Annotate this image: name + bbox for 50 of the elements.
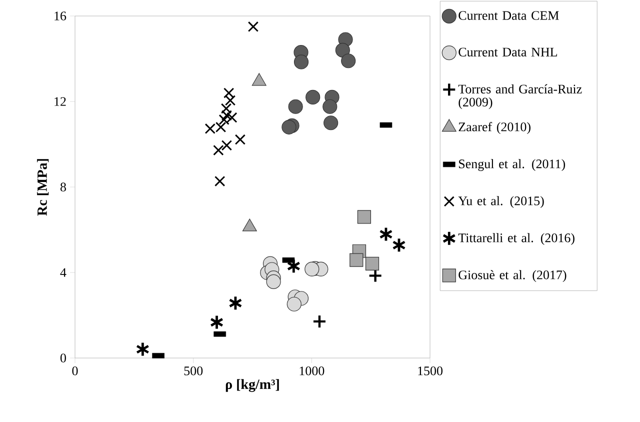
- y-axis-title: Rc [MPa]: [37, 159, 49, 216]
- y-tick-label: 0: [60, 354, 66, 362]
- x-tick-label: 0: [72, 366, 78, 376]
- point: [335, 42, 350, 58]
- legend-label: Zaaref (2010): [458, 122, 530, 134]
- point: [379, 226, 393, 242]
- x-tick-label: 1500: [418, 366, 442, 376]
- point: [286, 296, 302, 312]
- point: [266, 274, 281, 289]
- point: [136, 342, 150, 357]
- point: [341, 54, 356, 68]
- point: [392, 237, 406, 253]
- point: [214, 176, 226, 187]
- legend-label: Sengul et al. (2011): [459, 159, 566, 171]
- point: [221, 140, 232, 151]
- point: [248, 21, 259, 32]
- y-tick-label: 8: [60, 182, 66, 192]
- point: [228, 295, 242, 311]
- point: [234, 134, 246, 145]
- legend-label: Giosuè et al. (2017): [458, 270, 566, 282]
- point: [306, 90, 320, 105]
- point: [322, 99, 338, 114]
- legend-label: Tittarelli et al. (2016): [458, 233, 574, 245]
- x-tick-label: 500: [184, 366, 203, 376]
- y-tick-label: 16: [54, 12, 66, 20]
- legend-label: Torres and García-Ruiz (2009): [458, 84, 582, 110]
- point: [282, 120, 296, 134]
- point: [224, 95, 236, 106]
- point: [350, 253, 364, 267]
- y-tick-label: 4: [60, 268, 66, 277]
- legend-label: Current Data CEM: [458, 11, 559, 20]
- point: [213, 144, 224, 156]
- legend-label: Current Data NHL: [458, 48, 557, 56]
- point: [304, 262, 320, 276]
- point: [288, 99, 303, 114]
- point: [221, 110, 232, 121]
- y-tick-label: 12: [54, 97, 66, 106]
- legend-label: Yu et al. (2015): [458, 196, 544, 208]
- point: [324, 116, 338, 130]
- point: [368, 268, 382, 283]
- point: [286, 258, 301, 274]
- point: [294, 54, 309, 70]
- point: [357, 210, 372, 224]
- x-tick-label: 1000: [300, 366, 324, 376]
- x-axis-title: ρ [kg/m³]: [226, 379, 279, 392]
- point: [312, 314, 327, 329]
- point: [210, 314, 224, 330]
- point: [365, 256, 380, 271]
- point: [220, 103, 232, 114]
- point: [223, 88, 234, 98]
